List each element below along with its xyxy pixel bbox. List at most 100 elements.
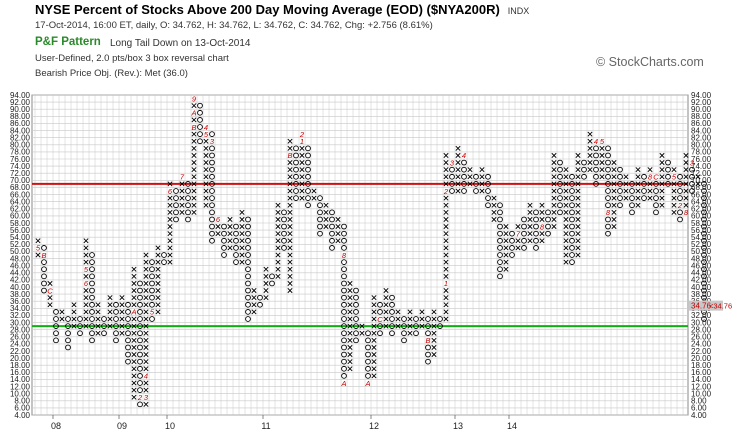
x-box	[155, 252, 161, 258]
x-box	[287, 288, 293, 294]
x-box	[191, 195, 197, 201]
x-box	[527, 231, 533, 237]
x-box	[539, 238, 545, 244]
o-box	[353, 337, 359, 344]
o-box	[365, 351, 371, 358]
x-box	[167, 231, 173, 237]
x-box	[635, 181, 641, 187]
y-tick-label-left: 40.00	[10, 283, 31, 292]
x-box	[203, 202, 209, 208]
y-tick-label-left: 54.00	[10, 233, 31, 242]
o-box	[701, 259, 707, 265]
o-box	[77, 330, 83, 337]
o-box	[569, 245, 575, 251]
o-box	[137, 301, 143, 308]
x-box	[71, 323, 77, 329]
x-box	[551, 209, 557, 215]
o-box	[209, 152, 215, 159]
month-marker: A	[190, 109, 196, 118]
month-marker: 6	[168, 187, 173, 196]
o-box	[353, 323, 359, 329]
o-box	[665, 181, 671, 187]
x-box	[71, 316, 77, 322]
o-box	[605, 152, 611, 159]
x-box	[491, 209, 497, 215]
o-box	[485, 195, 491, 201]
o-box	[581, 166, 587, 173]
o-box	[521, 216, 527, 223]
o-box	[557, 209, 563, 216]
o-box	[701, 223, 707, 230]
o-box	[557, 195, 563, 201]
o-box	[41, 287, 47, 294]
o-box	[485, 202, 491, 209]
x-box	[155, 280, 161, 286]
x-box	[467, 181, 473, 187]
o-box	[377, 309, 383, 315]
x-box	[155, 302, 161, 308]
x-box	[575, 252, 581, 258]
o-box	[341, 230, 347, 237]
x-box	[287, 273, 293, 279]
month-marker: 6	[216, 215, 221, 224]
o-box	[305, 195, 311, 201]
x-box	[659, 195, 665, 201]
x-box	[227, 245, 233, 251]
month-marker: 2	[443, 187, 449, 196]
x-box	[143, 259, 149, 265]
o-box	[605, 181, 611, 187]
x-box	[335, 238, 341, 244]
x-box	[323, 224, 329, 230]
x-box	[611, 209, 617, 215]
x-box	[287, 160, 293, 166]
o-box	[569, 181, 575, 187]
o-box	[365, 344, 371, 351]
x-box	[311, 195, 317, 201]
o-box	[317, 223, 323, 230]
y-tick-label-right: 4.00	[691, 411, 707, 420]
x-box	[179, 195, 185, 201]
x-box	[431, 316, 437, 322]
x-box	[71, 309, 77, 315]
x-box	[35, 252, 41, 258]
y-tick-label-left: 56.00	[10, 226, 31, 235]
y-tick-label-left: 36.00	[10, 297, 31, 306]
x-box	[659, 181, 665, 187]
x-box	[683, 167, 689, 173]
o-box	[125, 301, 131, 308]
x-box	[527, 209, 533, 215]
y-tick-label-right: 6.00	[691, 404, 707, 413]
x-box	[203, 160, 209, 166]
o-box	[701, 209, 707, 216]
month-marker: A	[130, 308, 136, 317]
o-box	[245, 309, 251, 315]
o-box	[569, 237, 575, 244]
pattern-name: Long Tail Down on 13-Oct-2014	[110, 38, 251, 49]
o-box	[629, 181, 635, 187]
x-box	[551, 224, 557, 230]
x-box	[455, 174, 461, 180]
x-box	[83, 273, 89, 279]
y-tick-label-right: 80.00	[691, 141, 712, 150]
o-box	[653, 181, 659, 187]
o-box	[605, 216, 611, 223]
o-box	[233, 259, 239, 265]
o-box	[137, 344, 143, 351]
o-box	[89, 294, 95, 301]
x-box	[503, 266, 509, 272]
o-box	[341, 351, 347, 358]
o-box	[317, 216, 323, 223]
o-box	[701, 280, 707, 287]
x-box	[551, 181, 557, 187]
x-box	[455, 167, 461, 173]
x-box	[563, 167, 569, 173]
o-box	[149, 316, 155, 322]
x-box	[131, 316, 137, 322]
o-box	[677, 188, 683, 194]
x-box	[167, 238, 173, 244]
x-box	[575, 238, 581, 244]
o-box	[113, 323, 119, 329]
y-tick-label-left: 52.00	[10, 240, 31, 249]
o-box	[89, 323, 95, 329]
x-box	[239, 224, 245, 230]
